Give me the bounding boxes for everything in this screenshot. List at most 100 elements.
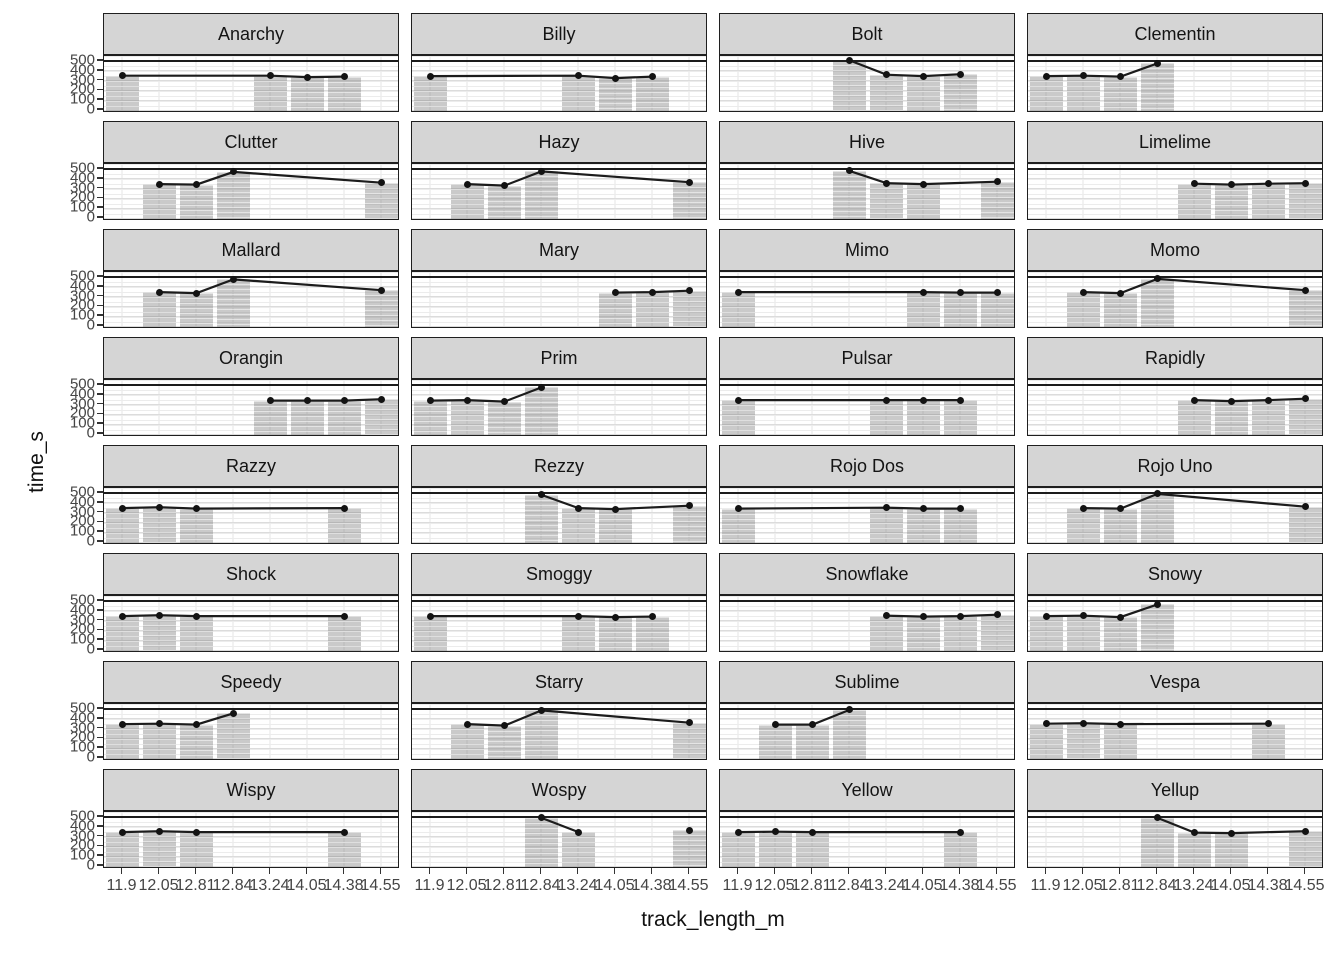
facet-vespa: Vespa [1027, 661, 1323, 760]
y-axis-tick [97, 206, 103, 209]
facet-panel [1027, 55, 1323, 112]
data-point [612, 505, 619, 513]
data-point [772, 721, 779, 729]
gridline-major [104, 413, 398, 415]
y-axis-tick-label: 300 [69, 395, 95, 413]
data-point [1117, 720, 1124, 728]
data-point [119, 612, 126, 620]
bar [562, 508, 595, 543]
reference-line-500 [104, 815, 398, 818]
data-point [735, 505, 742, 513]
bar [722, 400, 755, 435]
y-axis-tick [97, 186, 103, 189]
bar [722, 832, 755, 867]
x-axis-tick-label: 11.9 [1030, 877, 1061, 894]
gridline-major [412, 826, 706, 828]
facet-smoggy: Smoggy [411, 553, 707, 652]
x-axis-tick [379, 868, 382, 874]
x-axis-tick [305, 868, 308, 874]
bar [796, 724, 829, 759]
y-axis-tick [97, 834, 103, 837]
gridline-major [1028, 188, 1322, 190]
data-point [464, 720, 471, 728]
data-point [957, 828, 964, 836]
bar [328, 508, 361, 543]
x-axis-tick-label: 11.9 [106, 877, 137, 894]
data-point [1191, 180, 1198, 188]
bar [944, 74, 977, 111]
data-point [1154, 275, 1161, 283]
facet-title: Rojo Uno [1137, 455, 1213, 476]
bar [1141, 604, 1174, 651]
x-axis-tick [736, 868, 739, 874]
x-axis-tick [884, 868, 887, 874]
gridline-major [104, 296, 398, 298]
bar [981, 181, 1014, 219]
y-axis-tick [97, 422, 103, 425]
x-axis-tick-label: 12.05 [754, 877, 795, 894]
facet-hive: Hive [719, 121, 1015, 220]
y-axis-tick [97, 854, 103, 857]
facet-snowflake: Snowflake [719, 553, 1015, 652]
data-point [686, 826, 693, 834]
facet-clutter: Clutter [103, 121, 399, 220]
data-point [193, 828, 200, 836]
gridline-major [412, 99, 706, 101]
y-axis-tick-label: 300 [69, 503, 95, 521]
gridline-major [104, 737, 398, 739]
reference-line-500 [412, 275, 706, 278]
facet-strip: Prim [411, 337, 707, 379]
gridline-major [720, 826, 1014, 828]
data-point [427, 612, 434, 620]
y-axis-tick [97, 628, 103, 631]
facet-panel [719, 703, 1015, 760]
data-point [267, 72, 274, 80]
x-axis-tick-label: 14.38 [631, 877, 672, 894]
x-axis-tick [1044, 868, 1047, 874]
bar [180, 508, 213, 543]
gridline-major [720, 178, 1014, 180]
facet-title: Orangin [218, 347, 284, 368]
bar [833, 170, 866, 219]
facet-panel [719, 379, 1015, 436]
gridline-major [1028, 521, 1322, 523]
x-axis-tick [773, 868, 776, 874]
facet-hazy: Hazy [411, 121, 707, 220]
y-axis-tick-label: 200 [69, 188, 95, 206]
gridline-major [412, 178, 706, 180]
x-axis-tick-label: 13.24 [865, 877, 906, 894]
y-axis-tick-label: 300 [69, 179, 95, 197]
data-point [994, 611, 1001, 619]
bar [106, 832, 139, 867]
bar [759, 724, 792, 759]
facet-panel [1027, 703, 1323, 760]
facet-strip: Sublime [719, 661, 1015, 703]
x-axis-tick-label: 12.81 [1099, 877, 1140, 894]
bar [944, 508, 977, 543]
y-axis-tick [97, 392, 103, 395]
facet-title: Mary [539, 239, 579, 260]
gridline-major [412, 197, 706, 199]
facet-orangin: Orangin [103, 337, 399, 436]
gridline-major [412, 639, 706, 641]
reference-line-500 [720, 491, 1014, 494]
bar [180, 616, 213, 651]
bar [525, 710, 558, 759]
data-point [538, 491, 545, 499]
bar [106, 724, 139, 759]
data-point [920, 180, 927, 188]
data-point [575, 72, 582, 80]
data-point [538, 706, 545, 714]
bar [1067, 508, 1100, 543]
facet-yellow: Yellow [719, 769, 1015, 868]
y-axis-tick-label: 300 [69, 719, 95, 737]
bar [143, 292, 176, 327]
trend-line [1083, 277, 1306, 295]
reference-line-500 [104, 491, 398, 494]
data-point [156, 288, 163, 296]
facet-yellup: Yellup [1027, 769, 1323, 868]
x-axis-tick-label: 14.05 [902, 877, 943, 894]
facet-anarchy: Anarchy [103, 13, 399, 112]
gridline-major [1028, 620, 1322, 622]
facet-shock: Shock [103, 553, 399, 652]
